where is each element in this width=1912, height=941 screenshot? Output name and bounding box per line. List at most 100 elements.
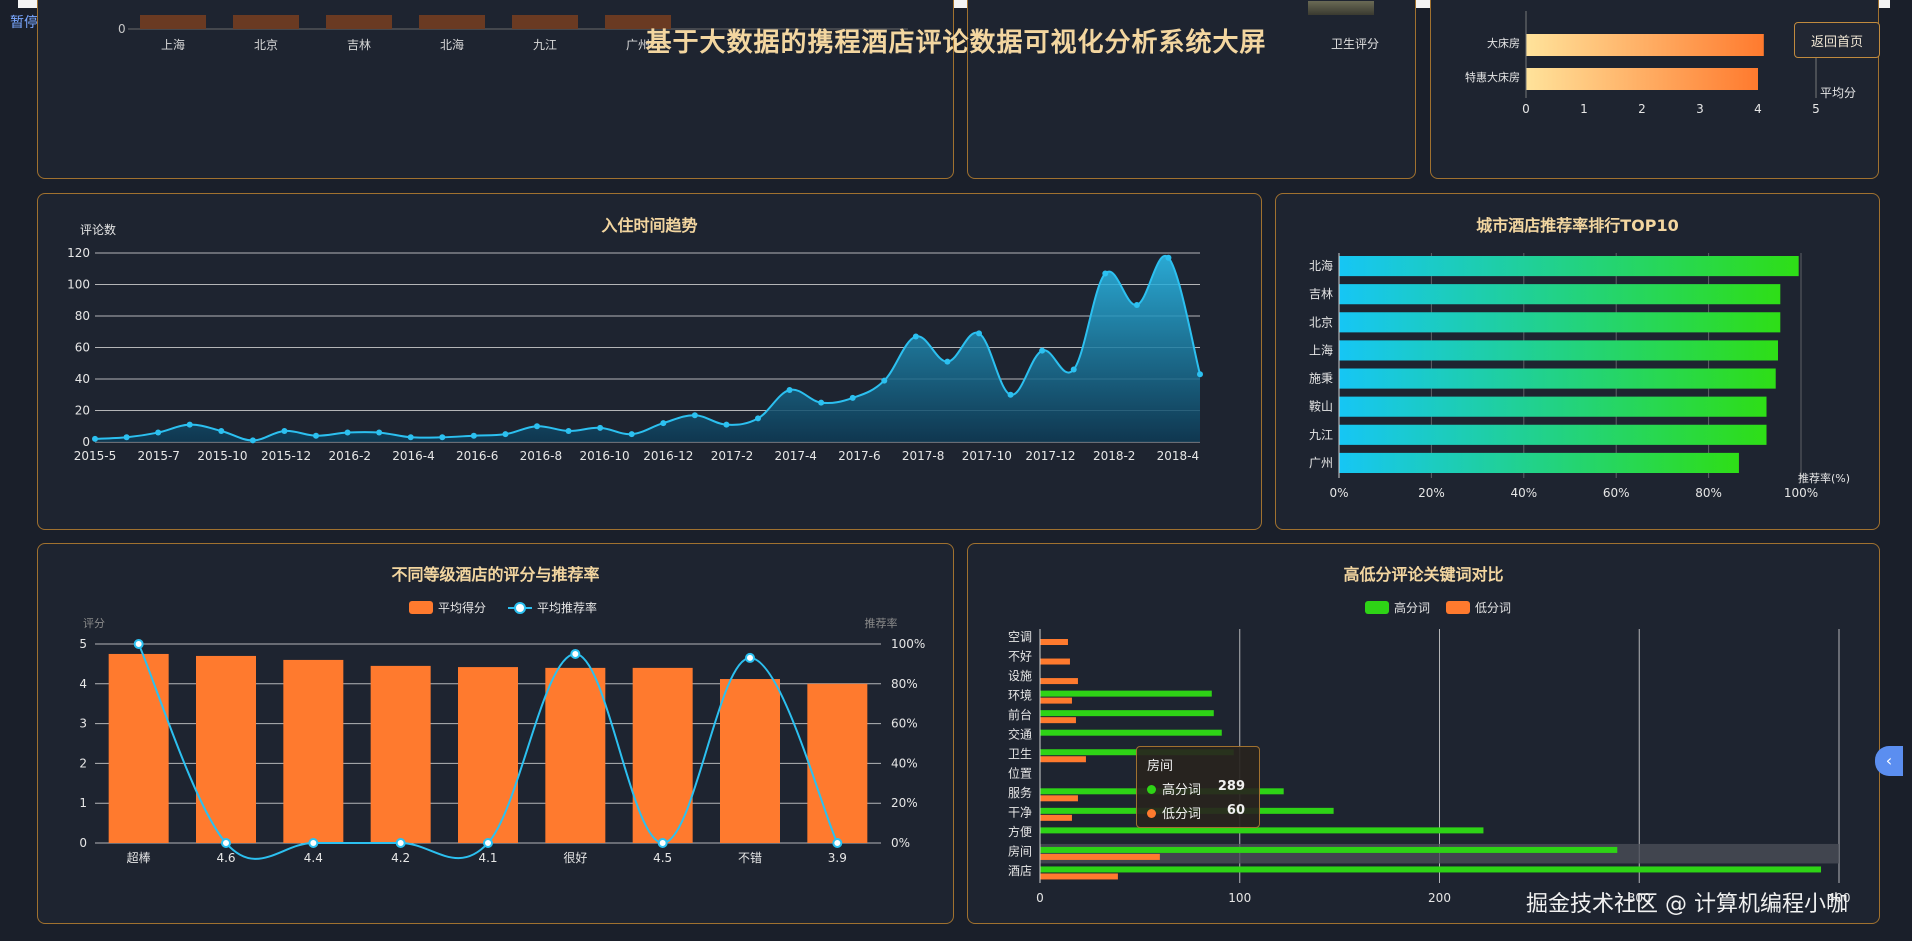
- tooltip-high-label: 高分词: [1162, 783, 1202, 798]
- x-tick-label: 2016-10: [580, 449, 630, 463]
- y-tick-label: 40: [75, 372, 90, 386]
- data-point: [470, 432, 477, 439]
- data-point: [565, 427, 572, 434]
- x-tick-label: 4.6: [216, 851, 235, 865]
- high-dot-icon: [1147, 785, 1156, 794]
- x-tick-label: 3: [1696, 102, 1704, 116]
- y-tick-label: 吉林: [1309, 287, 1333, 301]
- y-axis-label: 评论数: [80, 222, 116, 237]
- y2-tick-label: 40%: [891, 756, 918, 770]
- legend-swatch: [1365, 601, 1389, 614]
- bar-high: [1040, 827, 1484, 834]
- data-point: [1133, 301, 1140, 308]
- x-tick-label: 4.4: [304, 851, 323, 865]
- bar: [605, 15, 671, 29]
- x-tick-label: 上海: [161, 37, 185, 52]
- x-tick-label: 2016-6: [456, 449, 499, 463]
- data-point: [745, 652, 755, 663]
- data-point: [407, 434, 414, 441]
- bar: [1526, 68, 1758, 90]
- x-tick-label: 4.1: [478, 851, 497, 865]
- bar: [1339, 284, 1781, 305]
- bar: [545, 667, 606, 843]
- bar-low: [1040, 639, 1068, 645]
- keywords-panel: 高低分评论关键词对比 高分词 低分词 0 100 200 300 400 空调 不好 设施 环境 前台…: [967, 543, 1880, 924]
- keyword-tooltip: 房间 高分词 289 低分词 60: [1136, 746, 1260, 828]
- side-toggle-button[interactable]: ‹: [1875, 746, 1903, 776]
- bar: [419, 15, 485, 29]
- data-point: [186, 421, 193, 428]
- x-tick-label: 0%: [1329, 486, 1348, 500]
- y-tick-label: 大床房: [1487, 36, 1520, 50]
- bar: [1526, 34, 1764, 56]
- x-tick-label: 广州: [626, 38, 650, 52]
- bar: [1339, 256, 1799, 277]
- data-point: [570, 648, 581, 659]
- bar: [512, 15, 578, 29]
- x-tick-label: 2015-12: [261, 449, 311, 463]
- page-title: 基于大数据的携程酒店评论数据可视化分析系统大屏: [645, 28, 1267, 58]
- series-line: [137, 643, 839, 860]
- data-point: [657, 838, 668, 848]
- x-tick-label: 20%: [1418, 486, 1445, 500]
- data-point: [1102, 270, 1109, 277]
- bar-low: [1040, 717, 1076, 724]
- x-axis-name: 推荐率(%): [1798, 471, 1850, 485]
- top-left-bars: [140, 15, 671, 29]
- y-tick-label: 干净: [1008, 806, 1032, 820]
- x-tick-label: 2016-12: [643, 449, 693, 463]
- x-tick-label: 2018-2: [1093, 449, 1136, 463]
- legend: 高分词 低分词: [1365, 600, 1511, 615]
- tooltip-row-high: 高分词 289: [1147, 779, 1251, 798]
- y2-tick-label: 60%: [891, 717, 918, 731]
- pause-button[interactable]: 暂停: [10, 15, 38, 31]
- bar-low: [1040, 795, 1078, 802]
- y-tick-label: 酒店: [1008, 864, 1032, 878]
- legend-swatch: [1446, 601, 1470, 614]
- bar-low: [1040, 873, 1118, 880]
- x-tick-label: 2015-7: [137, 449, 180, 463]
- data-point: [439, 434, 446, 441]
- data-point: [755, 415, 761, 422]
- y-tick-label: 不好: [1008, 649, 1032, 663]
- y-tick-label: 鞍山: [1309, 399, 1333, 414]
- x-tick-label: 很好: [563, 851, 587, 865]
- home-button[interactable]: 返回首页: [1794, 22, 1880, 58]
- x-tick-label: 1: [1580, 102, 1588, 116]
- data-point: [944, 358, 951, 365]
- x-tick-label: 九江: [533, 38, 557, 52]
- top-mid-x-label: 卫生评分: [1331, 37, 1380, 51]
- y-tick-label: 北京: [1309, 315, 1333, 329]
- x-tick-label: 0: [1522, 102, 1530, 116]
- y-tick-label: 北海: [1309, 258, 1333, 273]
- data-point: [1165, 254, 1172, 261]
- y-tick-label: 前台: [1008, 707, 1032, 722]
- data-point: [249, 437, 256, 444]
- x-tick-label: 超棒: [127, 850, 151, 865]
- x-tick-label: 2016-8: [520, 449, 563, 463]
- x-tick-label: 4: [1754, 102, 1762, 116]
- y-tick-label: 0: [118, 22, 126, 36]
- x-tick-label: 2017-8: [902, 449, 945, 463]
- legend-swatch: [409, 601, 433, 614]
- data-point: [849, 394, 856, 401]
- y-tick-label: 100: [67, 278, 90, 292]
- x-tick-label: 2017-6: [838, 449, 881, 463]
- data-point: [344, 429, 351, 436]
- x-tick-label: 3.9: [828, 851, 847, 865]
- y2-tick-label: 80%: [891, 677, 918, 691]
- area-fill: [95, 255, 1200, 442]
- y-tick-label: 环境: [1008, 687, 1032, 702]
- tooltip-row-low: 低分词 60: [1147, 803, 1251, 822]
- top-mid-bar: [1308, 1, 1374, 15]
- y-tick-label: 60: [75, 341, 90, 355]
- data-point: [281, 427, 288, 434]
- y-tick-label: 方便: [1008, 824, 1032, 839]
- bar: [196, 655, 256, 843]
- x-tick-label: 2015-5: [74, 449, 117, 463]
- y-tick-label: 施秉: [1309, 372, 1333, 386]
- data-point: [597, 424, 604, 431]
